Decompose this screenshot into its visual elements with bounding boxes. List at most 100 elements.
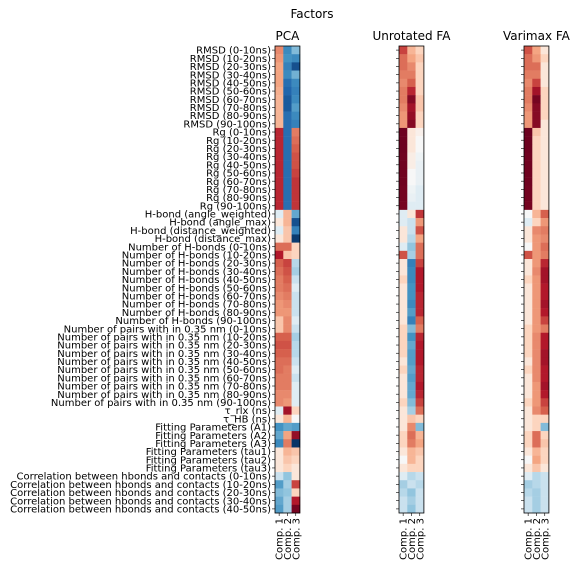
- heatmap-cell: [532, 242, 541, 252]
- heatmap-cell: [540, 62, 550, 71]
- heatmap-cell: [407, 332, 416, 342]
- heatmap-cell: [399, 136, 408, 145]
- heatmap-cell: [540, 398, 550, 407]
- heatmap-cell: [275, 422, 284, 432]
- heatmap-cell: [399, 70, 408, 80]
- row-label: Number of H-bonds (90-100ns): [115, 316, 271, 327]
- heatmap-cell: [275, 267, 284, 276]
- heatmap-cell: [407, 275, 416, 284]
- heatmap-cell: [283, 373, 292, 383]
- heatmap-cell: [540, 193, 550, 202]
- heatmap-cell: [407, 447, 416, 456]
- heatmap-cell: [275, 324, 284, 334]
- heatmap-cell: [399, 447, 408, 456]
- heatmap-cell: [532, 218, 541, 227]
- heatmap-cell: [407, 242, 416, 252]
- heatmap-cell: [415, 472, 425, 481]
- row-label: Number of H-bonds (20-30ns): [122, 259, 271, 270]
- heatmap-cell: [524, 390, 533, 399]
- heatmap-cell: [532, 267, 541, 276]
- heatmap-cell: [291, 136, 301, 145]
- heatmap-cell: [524, 111, 533, 120]
- heatmap-cell: [291, 390, 301, 399]
- heatmap-cell: [532, 455, 541, 465]
- heatmap-cell: [407, 455, 416, 465]
- heatmap-cell: [283, 488, 292, 497]
- row-label: Rg (10-20ns): [206, 136, 271, 147]
- heatmap-cell: [415, 406, 425, 415]
- heatmap-cell: [283, 406, 292, 415]
- heatmap-cell: [524, 455, 533, 465]
- heatmap-cell: [524, 340, 533, 350]
- heatmap-cell: [291, 373, 301, 383]
- heatmap-cell: [291, 111, 301, 120]
- heatmap-cell: [275, 406, 284, 415]
- heatmap-cell: [283, 226, 292, 235]
- heatmap-cell: [283, 504, 292, 514]
- heatmap-cell: [532, 324, 541, 334]
- row-label: τ_rlx (ns): [225, 406, 271, 417]
- heatmap-cell: [275, 103, 284, 112]
- row-label: RMSD (70-80ns): [190, 103, 271, 114]
- heatmap-cell: [415, 349, 425, 358]
- heatmap-cell: [399, 414, 408, 424]
- heatmap-cell: [399, 160, 408, 170]
- row-label: Rg (50-60ns): [206, 169, 271, 180]
- row-label: Correlation between hbonds and contacts …: [10, 480, 271, 491]
- row-label: Number of pairs with in 0.35 nm (40-50ns…: [57, 357, 271, 368]
- heatmap-cell: [291, 152, 301, 161]
- heatmap-cell: [532, 111, 541, 120]
- row-label: Correlation between hbonds and contacts …: [10, 488, 271, 499]
- heatmap-cell: [524, 185, 533, 194]
- heatmap-cell: [524, 250, 533, 260]
- row-label: Number of pairs with in 0.35 nm (80-90ns…: [57, 390, 271, 401]
- heatmap-cell: [524, 275, 533, 284]
- heatmap-cell: [540, 463, 550, 473]
- heatmap-cell: [524, 168, 533, 178]
- heatmap-cell: [291, 283, 301, 293]
- heatmap-cell: [540, 299, 550, 309]
- heatmap-cell: [283, 275, 292, 284]
- heatmap-cell: [407, 250, 416, 260]
- heatmap-cell: [415, 332, 425, 342]
- heatmap-cell: [532, 70, 541, 80]
- heatmap-cell: [407, 299, 416, 309]
- heatmap-cell: [415, 242, 425, 252]
- heatmap-cell: [524, 136, 533, 145]
- heatmap-cell: [407, 259, 416, 268]
- heatmap-cell: [407, 398, 416, 407]
- heatmap-cell: [415, 259, 425, 268]
- heatmap-cell: [283, 357, 292, 366]
- heatmap-cell: [283, 390, 292, 399]
- heatmap-cell: [283, 455, 292, 465]
- heatmap-cell: [407, 365, 416, 374]
- heatmap-cell: [275, 250, 284, 260]
- heatmap-cell: [283, 160, 292, 170]
- heatmap-cell: [399, 78, 408, 88]
- heatmap-cell: [275, 86, 284, 96]
- row-label: RMSD (60-70ns): [190, 95, 271, 106]
- heatmap-cell: [415, 226, 425, 235]
- heatmap-cell: [407, 144, 416, 153]
- heatmap-cell: [540, 86, 550, 96]
- heatmap-cell: [399, 152, 408, 161]
- heatmap-cell: [283, 54, 292, 63]
- heatmap-cell: [399, 218, 408, 227]
- heatmap-cell: [532, 209, 541, 219]
- column-label: Comp. 3: [291, 518, 302, 560]
- heatmap-cell: [283, 86, 292, 96]
- heatmap-cell: [291, 406, 301, 415]
- heatmap-cell: [524, 414, 533, 424]
- heatmap-cell: [407, 46, 416, 55]
- row-label: τ_HB (ns): [223, 414, 271, 425]
- heatmap-cell: [275, 54, 284, 63]
- heatmap-cell: [275, 226, 284, 235]
- heatmap-cell: [532, 160, 541, 170]
- heatmap-cell: [415, 340, 425, 350]
- row-label: Fitting Parameters (tau1): [146, 447, 271, 458]
- heatmap-cell: [415, 144, 425, 153]
- heatmap-cell: [291, 365, 301, 374]
- heatmap-cell: [275, 119, 284, 129]
- heatmap-cell: [407, 340, 416, 350]
- row-label: Number of H-bonds (60-70ns): [122, 291, 271, 302]
